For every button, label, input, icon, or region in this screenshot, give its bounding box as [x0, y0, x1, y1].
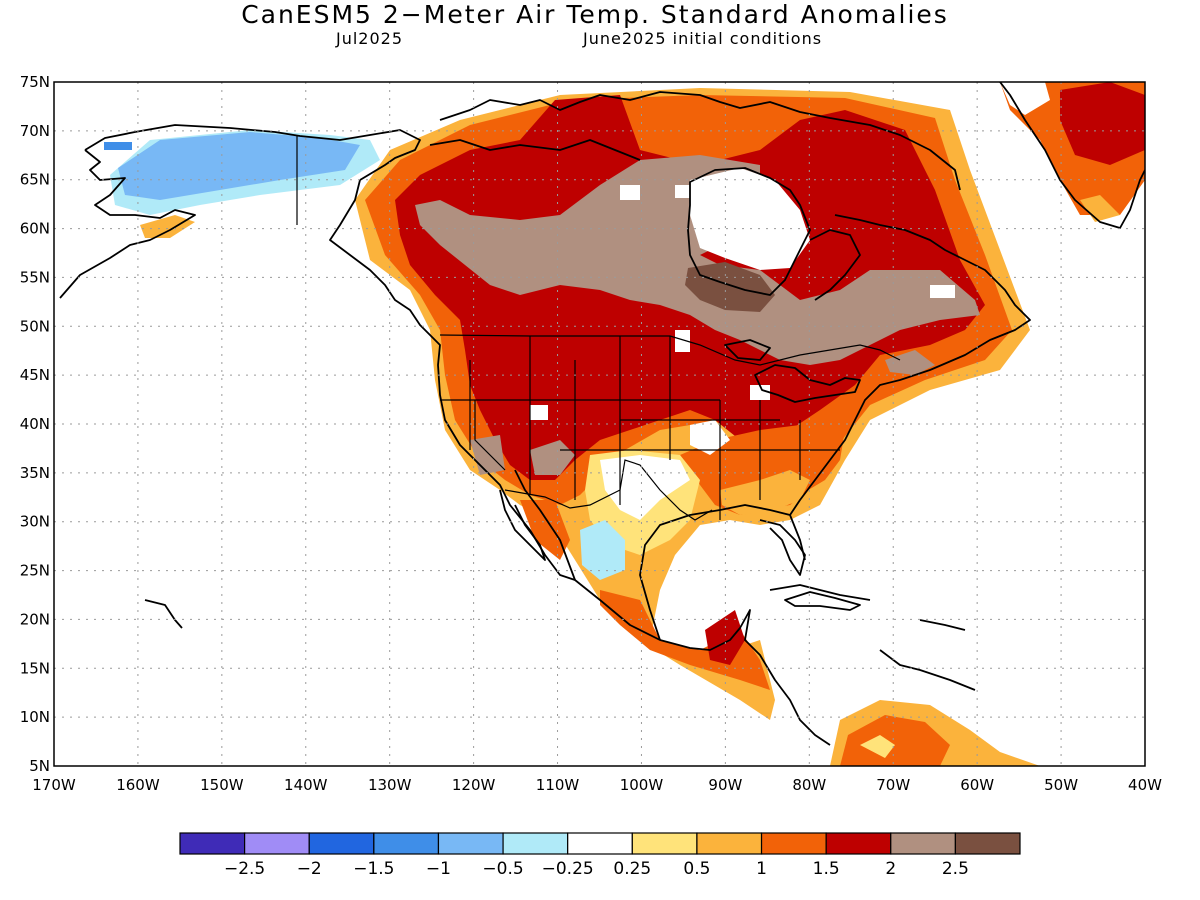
hudson-bay-dark-brown-area: [685, 262, 775, 312]
colorbar-label: −1: [426, 859, 451, 879]
colorbar-swatch: [502, 832, 569, 855]
colorbar-swatch: [373, 832, 440, 855]
colorbar-swatch: [954, 832, 1021, 855]
lon-label: 110W: [536, 776, 580, 794]
colorbar-legend: −2.5 −2 −1.5 −1 −0.5 −0.25 0.25 0.5 1 1.5 2 2.5: [179, 832, 1021, 879]
alaska-dark-blue-patch: [104, 142, 132, 150]
canada-light-brown-band: [415, 155, 980, 365]
lon-label: 90W: [708, 776, 742, 794]
us-east-coastline: [789, 214, 1031, 516]
colorbar-label: 1: [756, 859, 767, 879]
lon-label: 140W: [284, 776, 328, 794]
colorbar-label: 2.5: [942, 859, 969, 879]
lat-label: 50N: [20, 317, 50, 335]
colorbar-label: 1.5: [813, 859, 840, 879]
colorbar-label: −0.25: [542, 859, 594, 879]
lat-label: 55N: [20, 268, 50, 286]
colorbar-swatch: [179, 832, 246, 855]
latitude-labels: 75N 70N 65N 60N 55N 50N 45N 40N 35N 30N 25N 20N 15N 1…: [20, 73, 50, 775]
lat-label: 45N: [20, 366, 50, 384]
lat-label: 65N: [20, 171, 50, 189]
mexico-light-blue-area: [580, 520, 625, 580]
colorbar-label: 0.25: [613, 859, 651, 879]
colorbar-swatch: [567, 832, 633, 855]
colorbar-swatch: [244, 832, 310, 855]
colorbar-label: −2.5: [224, 859, 265, 879]
colorbar-label: 0.5: [683, 859, 710, 879]
longitude-labels: 170W 160W 150W 140W 130W 120W 110W 100W 90W 80W 70…: [32, 776, 1162, 794]
lon-label: 170W: [32, 776, 76, 794]
us-canada-border: [439, 334, 901, 366]
anomaly-shading: [104, 82, 1145, 766]
map-gridlines: [54, 82, 1145, 766]
colorbar-swatch: [631, 832, 698, 855]
texas-white-area: [600, 455, 690, 520]
map-title: CanESM5 2−Meter Air Temp. Standard Anoma…: [241, 0, 949, 29]
lon-label: 100W: [620, 776, 664, 794]
forecast-month: Jul2025: [336, 29, 404, 48]
hudson-bay-coastline: [687, 167, 811, 296]
colorbar-swatch: [760, 832, 827, 855]
lat-label: 10N: [20, 708, 50, 726]
lon-label: 80W: [792, 776, 826, 794]
lon-label: 40W: [1128, 776, 1162, 794]
lat-label: 15N: [20, 659, 50, 677]
lon-label: 130W: [368, 776, 412, 794]
lat-label: 60N: [20, 220, 50, 238]
lat-label: 70N: [20, 122, 50, 140]
florida-coastline: [759, 519, 806, 576]
lat-label: 40N: [20, 415, 50, 433]
colorbar-swatch: [696, 832, 763, 855]
coastlines: [59, 82, 1145, 746]
lon-label: 70W: [876, 776, 910, 794]
map-frame: [53, 81, 1146, 767]
baja-coastline: [499, 489, 546, 561]
lon-label: 120W: [452, 776, 496, 794]
colorbar-label: −2: [297, 859, 322, 879]
lon-label: 160W: [116, 776, 160, 794]
colorbar-label: −0.5: [482, 859, 523, 879]
alaska-blue-area: [118, 132, 360, 200]
initial-conditions-label: June2025 initial conditions: [583, 29, 823, 48]
lon-label: 60W: [960, 776, 994, 794]
lat-label: 5N: [29, 757, 50, 775]
us-mexico-border: [504, 459, 713, 521]
lon-label: 150W: [200, 776, 244, 794]
lat-label: 35N: [20, 464, 50, 482]
mexico-gulf-coastline: [574, 579, 831, 746]
political-borders: [296, 136, 901, 521]
colorbar-swatch: [890, 832, 956, 855]
colorbar-label: 2: [885, 859, 896, 879]
lon-label: 50W: [1044, 776, 1078, 794]
greenland-coastline: [999, 82, 1145, 229]
colorbar-label: −1.5: [353, 859, 394, 879]
colorbar-swatch: [825, 832, 892, 855]
colorbar-swatch: [308, 832, 375, 855]
colorbar-swatch: [437, 832, 504, 855]
lat-label: 75N: [20, 73, 50, 91]
lat-label: 25N: [20, 562, 50, 580]
lat-label: 30N: [20, 513, 50, 531]
lat-label: 20N: [20, 610, 50, 628]
hudson-bay-white-area: [690, 168, 810, 270]
